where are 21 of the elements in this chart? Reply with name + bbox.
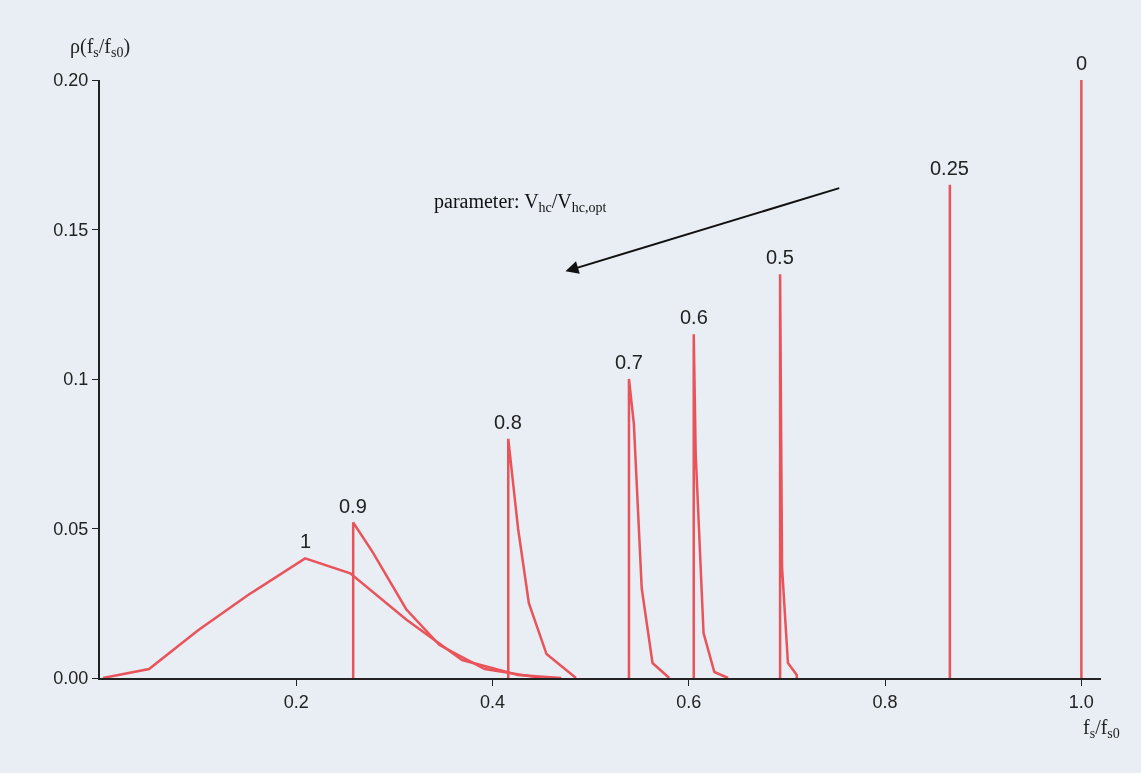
y-tick-label: 0.1 xyxy=(63,369,89,390)
series-label: 0.5 xyxy=(766,246,794,268)
y-tick-label: 0.20 xyxy=(53,70,89,91)
x-tick-label: 0.2 xyxy=(283,691,309,712)
y-tick-label: 0.05 xyxy=(53,518,89,539)
x-tick-label: 0.8 xyxy=(872,691,898,712)
series-label: 0.9 xyxy=(339,495,367,517)
series-label: 0 xyxy=(1076,52,1088,74)
y-axis-title: ρ(f$_{s}$/f$_{s0}$) xyxy=(70,35,131,61)
x-axis-title: f$_{s}$/f$_{s0}$ xyxy=(1083,716,1120,742)
y-tick-label: 0.15 xyxy=(53,219,89,240)
x-tick-label: 0.6 xyxy=(676,691,702,712)
series-label: 1 xyxy=(300,530,312,552)
series-label: 0.8 xyxy=(494,411,522,433)
x-tick-label: 0.4 xyxy=(480,691,506,712)
series-label: 0.25 xyxy=(930,157,969,179)
series-label: 0.7 xyxy=(615,351,643,373)
x-tick-label: 1.0 xyxy=(1068,691,1094,712)
series-label: 0.6 xyxy=(680,306,708,328)
y-tick-label: 0.00 xyxy=(53,668,89,689)
annotation: parameter: V$_{hc}$/V$_{hc,opt}$ xyxy=(434,190,607,216)
